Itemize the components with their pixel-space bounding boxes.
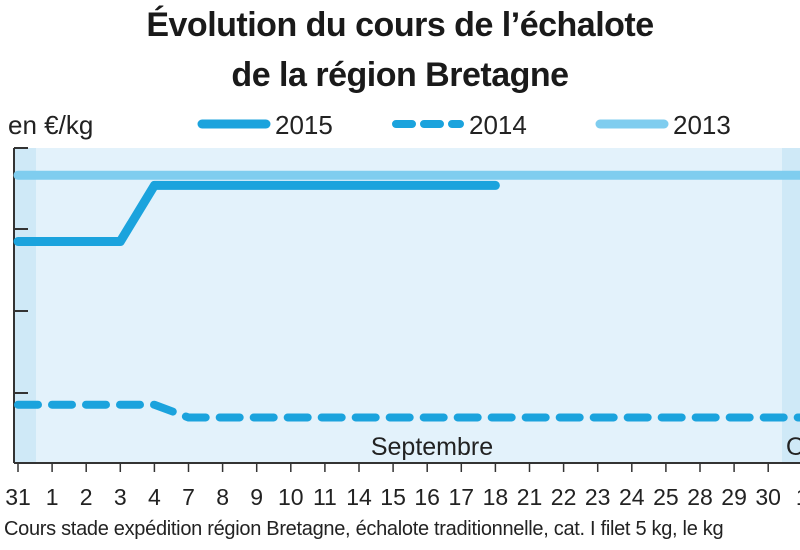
series-line-2014 [14,400,800,422]
legend-label-2013: 2013 [673,110,731,140]
x-tick-label-22: 30 [755,484,781,510]
next-month-band [782,148,800,463]
x-tick-label-15: 21 [517,484,543,510]
x-tick-label-6: 8 [216,484,229,510]
legend-label-2015: 2015 [275,110,333,140]
x-tick-label-0: 31 [5,484,31,510]
x-tick-label-5: 7 [182,484,195,510]
x-tick-label-4: 4 [148,484,161,510]
x-tick-label-13: 17 [449,484,475,510]
chart-footnote: Cours stade expédition région Bretagne, … [4,518,724,540]
y-axis-unit-label: en €/kg [8,110,94,140]
x-tick-label-20: 28 [687,484,713,510]
x-tick-label-1: 1 [46,484,59,510]
x-tick-label-23: 1 [796,484,800,510]
month-label-next: O [786,433,800,461]
x-tick-label-21: 29 [721,484,747,510]
x-tick-label-12: 16 [414,484,440,510]
x-tick-label-2: 2 [80,484,93,510]
series-line-2015 [13,180,500,246]
x-tick-label-7: 9 [250,484,263,510]
chart-title-line-2: de la région Bretagne [231,56,569,94]
x-tick-label-9: 11 [313,484,337,510]
previous-month-band [14,148,36,463]
x-tick-label-19: 25 [653,484,679,510]
legend-label-2014: 2014 [469,110,527,140]
x-tick-label-18: 24 [619,484,645,510]
x-tick-label-11: 15 [380,484,406,510]
chart-title-line-1: Évolution du cours de l’échalote [146,6,654,44]
x-tick-label-3: 3 [114,484,127,510]
x-tick-label-8: 10 [278,484,304,510]
month-label-september: Septembre [371,433,493,461]
x-tick-label-16: 22 [551,484,577,510]
x-tick-label-14: 18 [483,484,509,510]
x-tick-label-10: 14 [346,484,372,510]
x-tick-label-17: 23 [585,484,611,510]
